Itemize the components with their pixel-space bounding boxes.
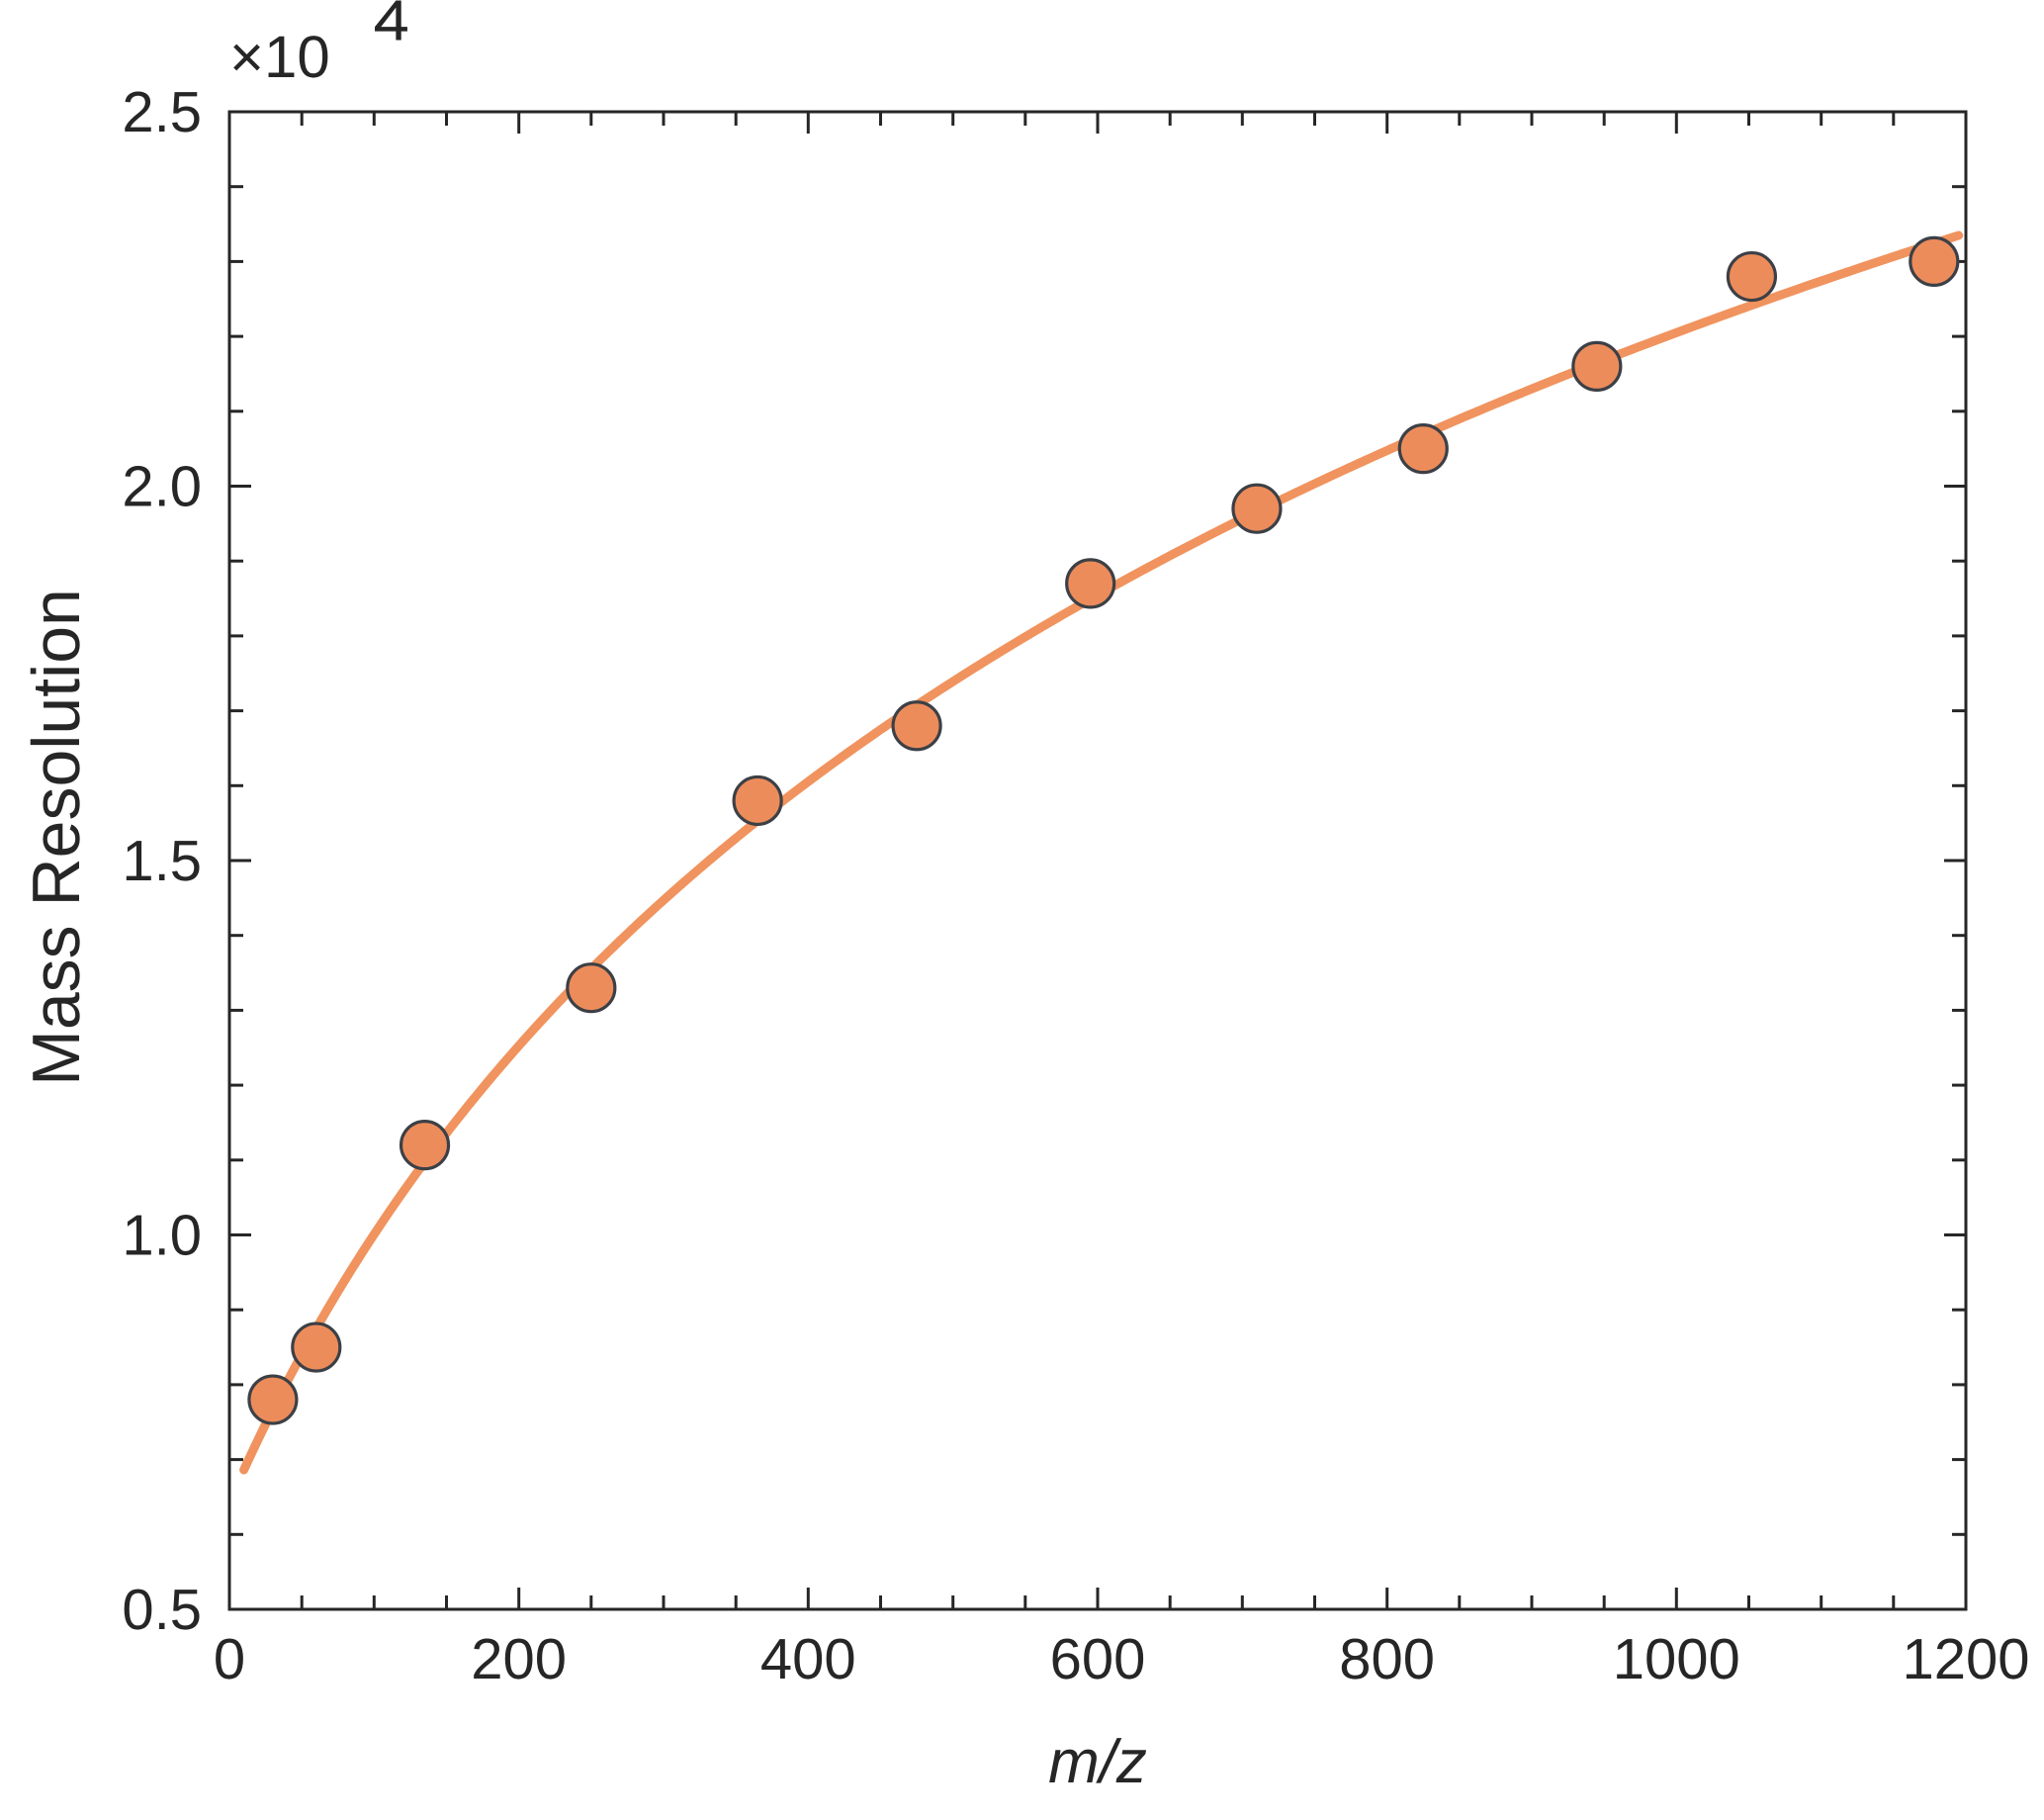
svg-text:0: 0	[214, 1627, 245, 1691]
svg-text:Mass Resolution: Mass Resolution	[19, 589, 94, 1086]
svg-text:1.5: 1.5	[122, 829, 202, 893]
svg-text:0.5: 0.5	[122, 1578, 202, 1642]
svg-text:600: 600	[1050, 1627, 1146, 1691]
svg-text:1000: 1000	[1613, 1627, 1740, 1691]
svg-text:×10: ×10	[229, 24, 330, 90]
svg-text:200: 200	[471, 1627, 567, 1691]
svg-text:2.5: 2.5	[122, 80, 202, 144]
svg-text:2.0: 2.0	[122, 455, 202, 519]
svg-text:1200: 1200	[1902, 1627, 2029, 1691]
svg-text:1.0: 1.0	[122, 1204, 202, 1268]
svg-text:800: 800	[1339, 1627, 1435, 1691]
svg-text:400: 400	[760, 1627, 856, 1691]
svg-text:m/z: m/z	[1048, 1728, 1147, 1796]
